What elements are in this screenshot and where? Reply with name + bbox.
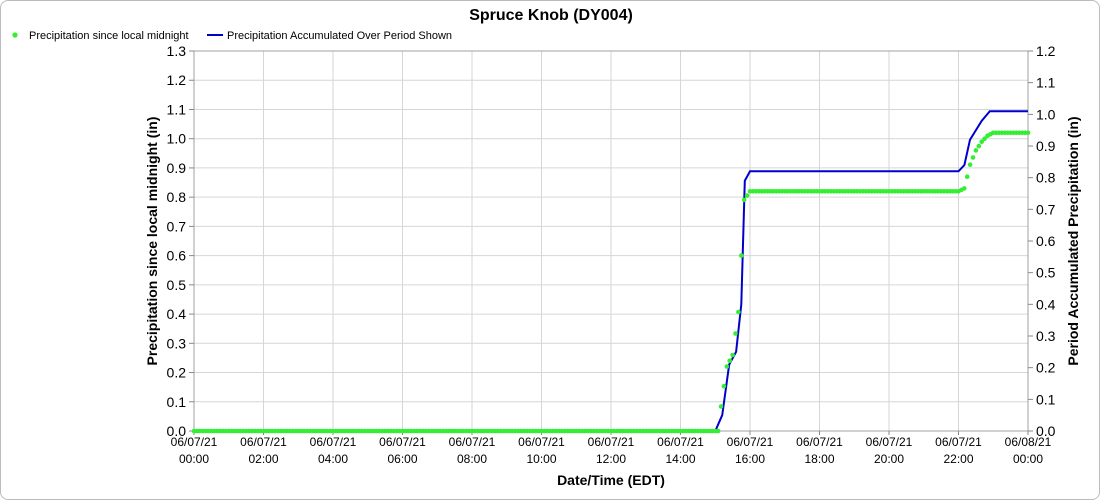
data-point (970, 155, 976, 160)
tick-label-x-time: 08:00 (457, 452, 487, 466)
tick-label-x-time: 02:00 (248, 452, 278, 466)
tick-label-x-date: 06/07/21 (240, 435, 287, 449)
tick-label-left: 1.2 (167, 72, 187, 88)
series-line-accumulated (194, 110, 1028, 432)
tick-label-left: 1.1 (167, 101, 187, 117)
tick-label-left: 0.0 (167, 423, 187, 439)
data-point (744, 193, 750, 198)
data-point (964, 174, 970, 179)
tick-label-x-date: 06/07/21 (518, 435, 565, 449)
x-axis: 06/07/21 00:00 06/07/21 02:00 06/07/21 04:00 0… (171, 431, 1052, 466)
right-y-axis: 0.0 0.1 0.2 0.3 0.4 0.5 0.6 0.7 0.8 0.9 1.0 1.1 1.2 (1028, 43, 1056, 439)
tick-label-right: 1.1 (1036, 75, 1056, 91)
tick-label-right: 0.3 (1036, 328, 1056, 344)
tick-label-x-date: 06/07/21 (935, 435, 982, 449)
tick-label-right: 0.1 (1036, 391, 1056, 407)
left-y-axis: 0.0 0.1 0.2 0.3 0.4 0.5 0.6 0.7 0.8 0.9 1.0 1.1 1.2 1… (167, 43, 194, 439)
tick-label-x-time: 04:00 (318, 452, 348, 466)
data-point (962, 186, 967, 191)
legend-label-since-midnight: Precipitation since local midnight (29, 30, 189, 42)
legend: Precipitation since local midnight Preci… (12, 30, 452, 42)
tick-label-left: 0.6 (167, 248, 187, 264)
tick-label-x-date: 06/07/21 (449, 435, 496, 449)
data-point (1025, 130, 1031, 136)
tick-label-x-time: 18:00 (804, 452, 834, 466)
tick-label-x-time: 14:00 (665, 452, 695, 466)
tick-label-right: 0.9 (1036, 138, 1056, 154)
data-point (724, 364, 730, 369)
tick-label-right: 0.2 (1036, 360, 1056, 376)
tick-label-x-time: 10:00 (526, 452, 556, 466)
data-point (721, 383, 727, 389)
grid (193, 50, 1029, 432)
x-axis-label: Date/Time (EDT) (557, 472, 665, 488)
tick-label-x-date: 06/07/21 (588, 435, 635, 449)
y-axis-label-left: Precipitation since local midnight (in) (144, 117, 160, 366)
tick-label-right: 0.0 (1036, 423, 1056, 439)
tick-label-x-time: 16:00 (735, 452, 765, 466)
tick-label-left: 1.3 (167, 43, 187, 59)
tick-label-left: 0.9 (167, 160, 187, 176)
tick-label-x-date: 06/07/21 (379, 435, 426, 449)
tick-label-x-time: 20:00 (874, 452, 904, 466)
tick-label-x-time: 22:00 (943, 452, 973, 466)
data-point (718, 404, 724, 409)
tick-label-left: 0.2 (167, 365, 187, 381)
tick-label-x-time: 12:00 (596, 452, 626, 466)
data-point (715, 428, 721, 434)
data-point (739, 253, 744, 258)
data-point (730, 352, 735, 358)
tick-label-right: 0.5 (1036, 265, 1056, 281)
data-point (976, 143, 982, 149)
y-axis-label-right: Period Accumulated Precipitation (in) (1065, 116, 1081, 365)
tick-label-right: 1.2 (1036, 43, 1056, 59)
tick-label-right: 1.0 (1036, 106, 1056, 122)
tick-label-left: 1.0 (167, 131, 187, 147)
tick-label-left: 0.5 (167, 277, 187, 293)
tick-label-right: 0.4 (1036, 296, 1056, 312)
chart-title: Spruce Knob (DY004) (469, 7, 633, 24)
tick-label-x-date: 06/08/21 (1005, 435, 1052, 449)
data-point (727, 358, 732, 364)
tick-label-right: 0.6 (1036, 233, 1056, 249)
data-point (973, 148, 979, 153)
legend-dot-marker (12, 32, 18, 38)
tick-label-left: 0.3 (167, 335, 187, 351)
data-point (741, 197, 747, 203)
tick-label-left: 0.1 (167, 394, 187, 410)
tick-label-x-date: 06/07/21 (727, 435, 774, 449)
tick-label-left: 0.4 (167, 306, 187, 322)
tick-label-x-date: 06/07/21 (866, 435, 913, 449)
tick-label-left: 0.7 (167, 218, 187, 234)
legend-label-accumulated: Precipitation Accumulated Over Period Sh… (227, 30, 452, 42)
tick-label-right: 0.8 (1036, 170, 1056, 186)
tick-label-x-time: 06:00 (387, 452, 417, 466)
data-point (736, 309, 741, 315)
data-point (967, 162, 973, 167)
tick-label-x-date: 06/07/21 (657, 435, 704, 449)
tick-label-right: 0.7 (1036, 201, 1056, 217)
data-point (979, 139, 984, 145)
tick-label-x-time: 00:00 (179, 452, 209, 466)
tick-label-left: 0.8 (167, 189, 187, 205)
data-point (733, 331, 738, 336)
tick-label-x-date: 06/07/21 (171, 435, 218, 449)
series-dots-since-midnight (191, 130, 1031, 434)
data-point (982, 136, 987, 141)
tick-label-x-date: 06/07/21 (796, 435, 843, 449)
tick-label-x-time: 00:00 (1013, 452, 1043, 466)
tick-label-x-date: 06/07/21 (310, 435, 357, 449)
